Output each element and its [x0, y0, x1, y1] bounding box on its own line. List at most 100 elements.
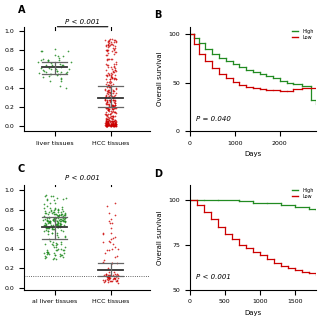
- Point: [104, 90, 109, 95]
- Point: [52, 227, 57, 232]
- Point: [53, 205, 58, 210]
- Point: [44, 251, 50, 256]
- Point: [44, 224, 49, 229]
- Point: [112, 49, 117, 54]
- Point: [103, 121, 108, 126]
- Point: [110, 76, 115, 81]
- Point: [104, 272, 109, 277]
- Point: [112, 122, 117, 127]
- Point: [106, 72, 111, 77]
- Point: [107, 275, 112, 280]
- Point: [108, 278, 114, 284]
- Point: [111, 117, 116, 122]
- Point: [47, 215, 52, 220]
- Point: [105, 204, 110, 209]
- Point: [62, 216, 67, 221]
- Point: [43, 255, 48, 260]
- Point: [108, 109, 114, 114]
- Point: [57, 218, 62, 223]
- Point: [113, 120, 118, 125]
- Point: [112, 117, 117, 123]
- Point: [105, 84, 110, 90]
- Point: [106, 275, 111, 280]
- Point: [107, 89, 112, 94]
- Point: [111, 103, 116, 108]
- Point: [62, 218, 67, 223]
- Point: [112, 100, 117, 106]
- Point: [104, 122, 109, 127]
- Point: [58, 212, 63, 217]
- Point: [53, 200, 58, 205]
- Point: [44, 250, 50, 255]
- Point: [112, 122, 117, 127]
- Point: [103, 123, 108, 128]
- Point: [59, 219, 64, 224]
- Point: [55, 218, 60, 223]
- Point: [109, 95, 114, 100]
- Point: [110, 119, 115, 124]
- Point: [109, 110, 115, 115]
- Point: [114, 254, 119, 259]
- Point: [105, 108, 110, 113]
- Point: [104, 95, 109, 100]
- Point: [50, 226, 55, 231]
- Point: [48, 209, 53, 214]
- Point: [44, 219, 49, 224]
- Point: [59, 212, 64, 217]
- Point: [105, 121, 110, 126]
- Point: [47, 220, 52, 225]
- Point: [106, 42, 111, 47]
- Point: [112, 255, 117, 260]
- Point: [111, 106, 116, 111]
- Point: [101, 279, 107, 284]
- Point: [112, 276, 117, 282]
- Point: [112, 124, 117, 129]
- Point: [103, 48, 108, 53]
- Point: [108, 273, 113, 278]
- Point: [106, 275, 111, 280]
- Point: [105, 39, 110, 44]
- Point: [56, 220, 61, 225]
- Point: [112, 102, 117, 108]
- Point: [47, 78, 52, 84]
- Point: [102, 251, 107, 256]
- Point: [58, 83, 63, 88]
- Point: [53, 221, 59, 226]
- Point: [53, 257, 59, 262]
- Point: [54, 244, 59, 249]
- Point: [108, 75, 114, 80]
- Point: [113, 97, 118, 102]
- Text: C: C: [18, 164, 25, 174]
- Point: [109, 221, 114, 226]
- Point: [108, 110, 114, 116]
- Point: [100, 230, 105, 236]
- Point: [106, 121, 111, 126]
- Point: [61, 63, 66, 68]
- Point: [60, 62, 65, 67]
- Point: [107, 122, 112, 127]
- Point: [112, 123, 117, 128]
- Point: [50, 224, 55, 229]
- Point: [107, 101, 112, 107]
- Point: [112, 109, 117, 114]
- Point: [106, 108, 111, 114]
- Point: [107, 78, 112, 83]
- Point: [63, 220, 68, 225]
- Y-axis label: Overall survival: Overall survival: [157, 210, 163, 265]
- Point: [115, 279, 120, 284]
- Point: [113, 276, 118, 281]
- Point: [104, 119, 109, 124]
- Point: [115, 247, 120, 252]
- Point: [58, 221, 63, 227]
- Point: [106, 82, 111, 87]
- Point: [108, 231, 113, 236]
- Point: [111, 39, 116, 44]
- Point: [62, 212, 67, 217]
- Point: [104, 81, 109, 86]
- Point: [107, 84, 112, 90]
- Point: [107, 90, 112, 95]
- Point: [57, 253, 62, 259]
- Point: [112, 61, 117, 66]
- Point: [111, 89, 116, 94]
- Point: [104, 119, 109, 124]
